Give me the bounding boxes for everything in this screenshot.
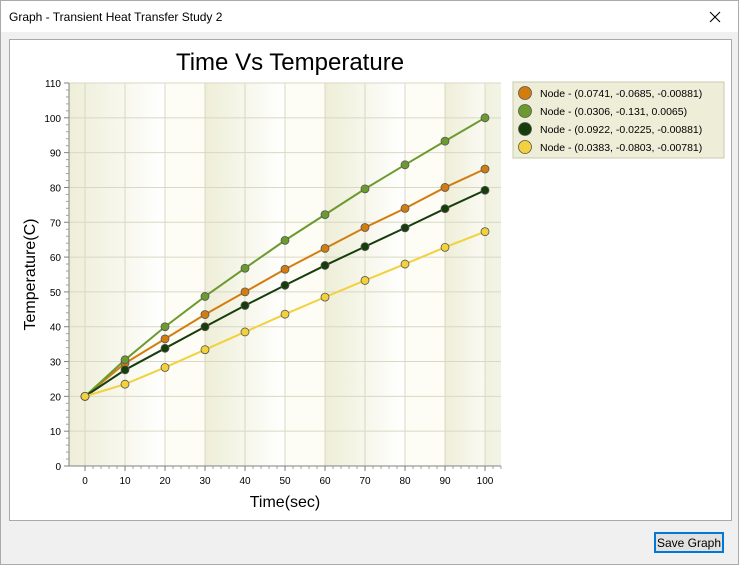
data-point — [80, 391, 90, 401]
y-tick-label: 10 — [50, 427, 62, 438]
x-tick-label: 70 — [359, 476, 371, 487]
data-point — [160, 343, 170, 353]
data-point — [480, 185, 490, 195]
y-tick-label: 70 — [50, 218, 62, 229]
x-tick-label: 60 — [319, 476, 331, 487]
data-point — [360, 223, 370, 232]
data-point — [280, 309, 290, 319]
legend-marker — [518, 122, 532, 136]
data-point — [400, 203, 410, 213]
data-point — [120, 379, 130, 389]
data-point — [480, 227, 490, 237]
data-point — [240, 327, 250, 337]
data-point — [320, 261, 330, 270]
data-point — [440, 183, 450, 192]
data-point — [240, 301, 250, 310]
y-tick-label: 100 — [44, 114, 61, 125]
legend-label: Node - (0.0922, -0.0225, -0.00881) — [540, 124, 702, 136]
legend-marker — [518, 104, 532, 118]
legend-marker — [518, 86, 532, 100]
data-point — [480, 113, 490, 123]
y-tick-label: 30 — [50, 358, 62, 369]
plot-band — [69, 83, 165, 466]
data-point — [240, 263, 250, 273]
x-tick-label: 0 — [82, 476, 88, 487]
y-tick-label: 20 — [50, 392, 62, 403]
data-point — [400, 223, 410, 233]
x-axis-label: Time(sec) — [250, 494, 321, 511]
close-icon — [709, 11, 721, 22]
chart-title: Time Vs Temperature — [176, 49, 404, 76]
window-title: Graph - Transient Heat Transfer Study 2 — [9, 10, 223, 24]
data-point — [200, 322, 210, 332]
y-tick-label: 40 — [50, 323, 62, 334]
data-point — [160, 363, 170, 372]
data-point — [400, 259, 410, 269]
data-point — [360, 242, 370, 252]
legend-label: Node - (0.0741, -0.0685, -0.00881) — [540, 88, 702, 100]
data-point — [280, 235, 290, 245]
data-point — [160, 322, 170, 332]
data-point — [440, 242, 450, 252]
data-point — [120, 355, 130, 365]
y-tick-label: 90 — [50, 149, 62, 160]
data-point — [120, 365, 130, 375]
data-point — [200, 310, 210, 319]
legend-label: Node - (0.0383, -0.0803, -0.00781) — [540, 142, 702, 154]
x-tick-label: 10 — [119, 476, 131, 487]
data-point — [160, 334, 170, 344]
x-tick-label: 100 — [477, 476, 494, 487]
x-tick-label: 30 — [199, 476, 211, 487]
x-tick-label: 50 — [279, 476, 291, 487]
chart: 0 10 20 30 40 50 60 70 80 90 100 110 0 10 20 30 40 50 60 70… — [22, 49, 725, 511]
y-tick-label: 80 — [50, 183, 62, 194]
chart-panel: 0 10 20 30 40 50 60 70 80 90 100 110 0 10 20 30 40 50 60 70… — [9, 39, 732, 521]
x-tick-label: 80 — [399, 476, 411, 487]
save-graph-button[interactable]: Save Graph — [654, 532, 724, 553]
data-point — [480, 164, 490, 174]
data-point — [200, 345, 210, 355]
legend — [512, 81, 725, 159]
data-point — [200, 292, 210, 301]
data-point — [280, 280, 290, 290]
title-bar: Graph - Transient Heat Transfer Study 2 — [1, 1, 738, 32]
data-point — [320, 292, 330, 302]
plot-band — [485, 83, 501, 466]
data-point — [400, 160, 410, 170]
data-point — [360, 184, 370, 194]
y-tick-label: 110 — [45, 79, 61, 90]
data-point — [240, 287, 250, 297]
x-tick-label: 20 — [159, 476, 171, 487]
y-tick-label: 0 — [55, 462, 61, 473]
y-tick-label: 50 — [50, 288, 62, 299]
y-tick-label: 60 — [50, 253, 62, 264]
close-button[interactable] — [692, 1, 738, 32]
data-point — [280, 264, 290, 274]
y-axis-label: Temperature(C) — [22, 218, 39, 330]
legend-marker — [518, 140, 532, 154]
data-point — [360, 276, 370, 285]
x-tick-label: 90 — [439, 476, 451, 487]
x-tick-label: 40 — [239, 476, 251, 487]
data-point — [320, 243, 330, 253]
data-point — [320, 210, 330, 220]
data-point — [440, 136, 450, 146]
data-point — [440, 204, 450, 214]
legend-label: Node - (0.0306, -0.131, 0.0065) — [540, 106, 687, 118]
